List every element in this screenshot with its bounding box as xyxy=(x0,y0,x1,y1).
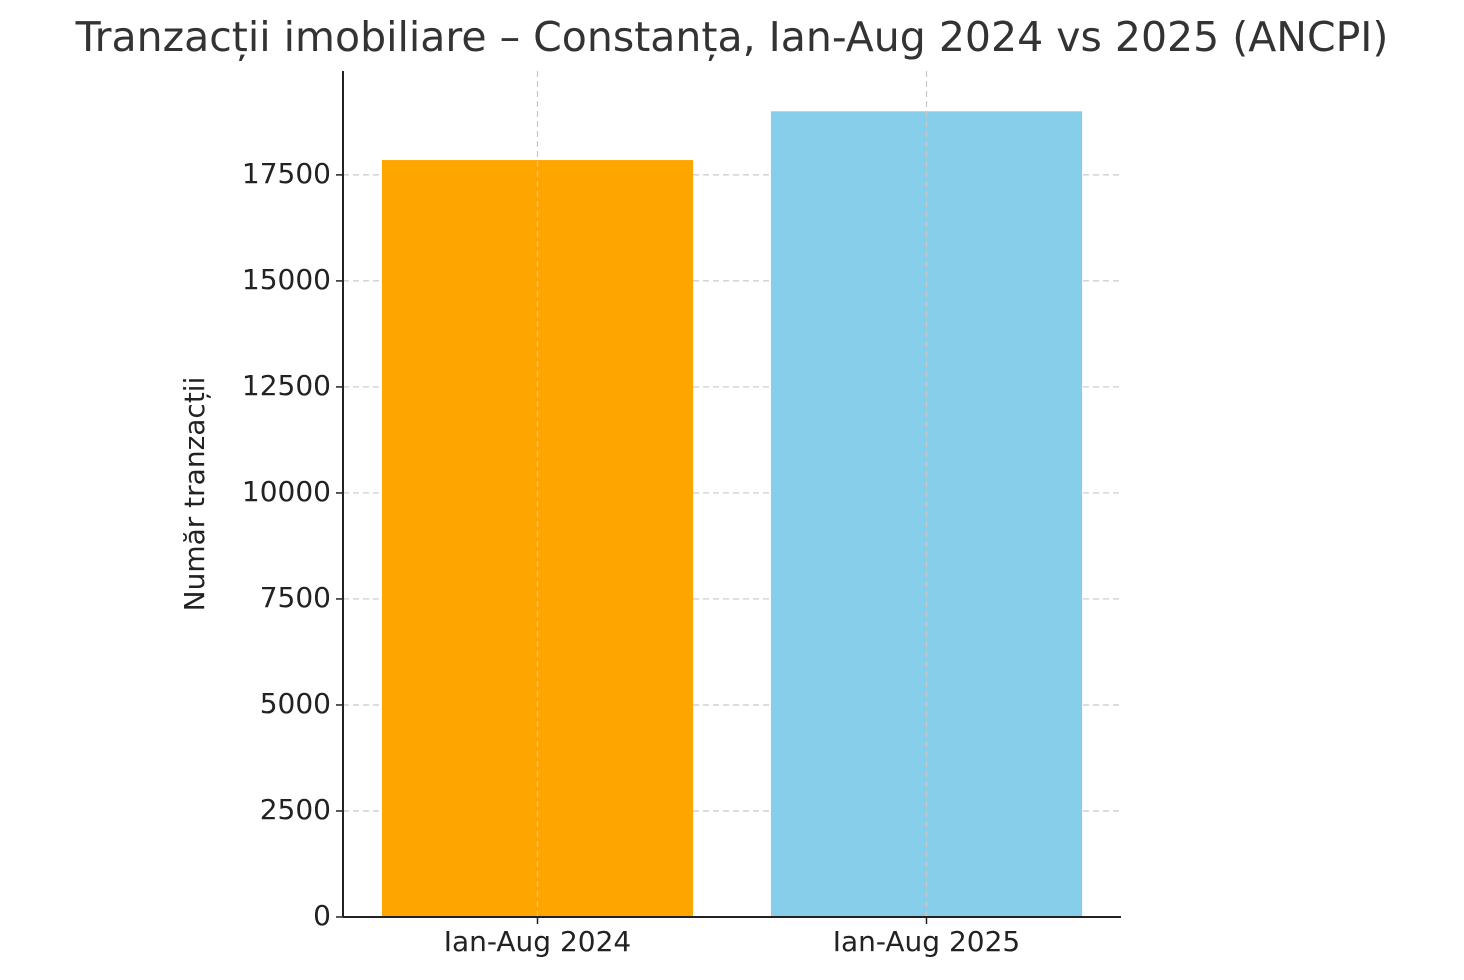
y-tick-label: 5000 xyxy=(260,687,331,720)
y-tick-label: 17500 xyxy=(242,157,331,190)
y-tick-label: 15000 xyxy=(242,263,331,296)
y-tick-label: 10000 xyxy=(242,475,331,508)
x-tick-label: Ian-Aug 2025 xyxy=(833,925,1020,958)
y-axis-label: Număr tranzacții xyxy=(178,377,211,612)
y-tick-label: 2500 xyxy=(260,793,331,826)
y-tick-label: 12500 xyxy=(242,369,331,402)
x-tick-label: Ian-Aug 2024 xyxy=(444,925,631,958)
y-tick-label: 0 xyxy=(313,899,331,932)
chart-title: Tranzacții imobiliare – Constanța, Ian-A… xyxy=(75,13,1389,61)
y-tick-label: 7500 xyxy=(260,581,331,614)
